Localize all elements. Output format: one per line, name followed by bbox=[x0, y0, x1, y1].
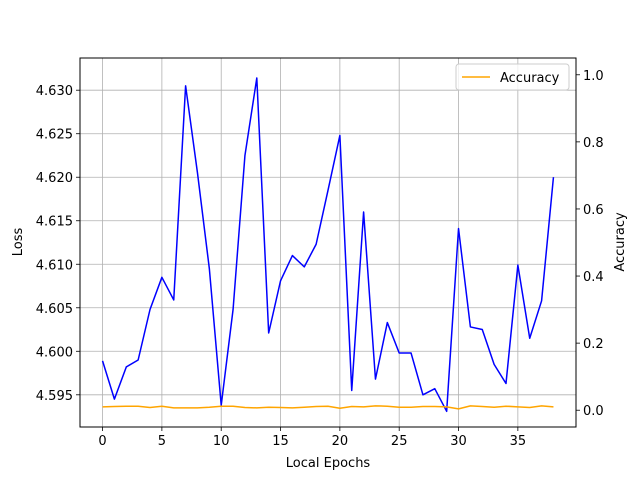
y-axis-left: 4.595 4.600 4.605 4.610 4.615 4.620 4.625 4.630 bbox=[36, 84, 80, 404]
y2-tick-label: 0.0 bbox=[583, 404, 604, 419]
y-tick-label: 4.595 bbox=[36, 389, 73, 404]
y-tick-label: 4.610 bbox=[36, 258, 73, 273]
x-tick-label: 35 bbox=[510, 434, 527, 449]
y2-tick-label: 0.6 bbox=[583, 203, 604, 218]
y-tick-label: 4.625 bbox=[36, 128, 73, 143]
series-layer bbox=[101, 77, 555, 413]
loss-line bbox=[101, 77, 555, 413]
legend: Accuracy bbox=[455, 63, 570, 91]
y-axis-label: Loss bbox=[11, 228, 26, 257]
x-tick-label: 0 bbox=[98, 434, 106, 449]
y-axis-right: 0.0 0.2 0.4 0.6 0.8 1.0 bbox=[576, 69, 604, 419]
y2-tick-label: 1.0 bbox=[583, 69, 604, 84]
plot-background bbox=[80, 58, 576, 427]
y2-tick-label: 0.2 bbox=[583, 337, 604, 352]
y-tick-label: 4.600 bbox=[36, 345, 73, 360]
y-tick-label: 4.605 bbox=[36, 302, 73, 317]
x-tick-label: 15 bbox=[272, 434, 289, 449]
x-tick-label: 10 bbox=[213, 434, 230, 449]
y2-tick-label: 0.8 bbox=[583, 136, 604, 151]
legend-box bbox=[455, 63, 570, 91]
grid bbox=[80, 58, 576, 427]
x-axis-label: Local Epochs bbox=[286, 456, 371, 471]
plot-frame bbox=[79, 57, 577, 428]
x-tick-label: 5 bbox=[158, 434, 166, 449]
x-axis: 0 5 10 15 20 25 30 35 bbox=[98, 427, 526, 449]
y2-axis-label: Accuracy bbox=[613, 212, 628, 272]
legend-label-accuracy: Accuracy bbox=[500, 71, 560, 86]
x-tick-label: 25 bbox=[391, 434, 408, 449]
x-tick-label: 30 bbox=[450, 434, 467, 449]
y-tick-label: 4.615 bbox=[36, 215, 73, 230]
x-tick-label: 20 bbox=[332, 434, 349, 449]
y-tick-label: 4.620 bbox=[36, 171, 73, 186]
accuracy-line bbox=[102, 405, 554, 410]
y-tick-label: 4.630 bbox=[36, 84, 73, 99]
y2-tick-label: 0.4 bbox=[583, 270, 604, 285]
